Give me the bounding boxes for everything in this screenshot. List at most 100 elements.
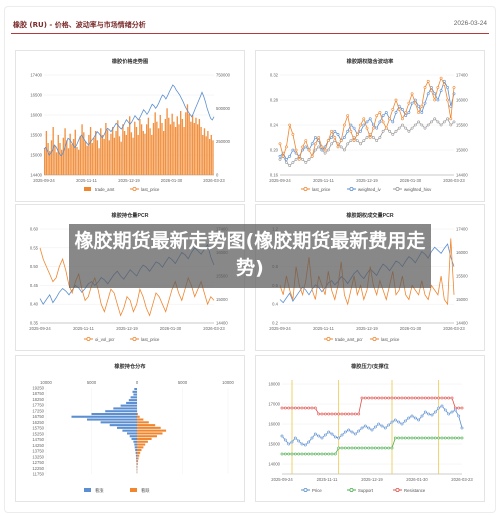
legend-label: oi_vol_pcr [95, 337, 115, 342]
x-tick-label: 2026-01-30 [160, 326, 182, 331]
data-point-weighted-hisv [388, 129, 392, 133]
data-point-last-price [420, 104, 424, 108]
bar-trade-amt [52, 127, 54, 175]
legend-marker [86, 336, 91, 341]
data-point-price [373, 425, 377, 429]
bar-put [137, 457, 139, 460]
data-point-resistance [457, 406, 461, 410]
header-rule [11, 33, 489, 34]
data-point-resistance [287, 406, 291, 410]
bar-put [137, 415, 140, 418]
bar-trade-amt [83, 132, 85, 175]
chart-panel-price-trend: 橡胶价格走势图 14400 15000 15500 16000 16500 17400 0 25… [15, 50, 245, 202]
legend-marker [132, 186, 137, 191]
data-point-last-price [426, 79, 430, 83]
data-point-price [280, 434, 284, 438]
bar-trade-amt [61, 149, 63, 175]
data-point-last-price [404, 111, 408, 114]
data-point-weighted-hisv [413, 123, 417, 127]
y-tick-label: 14000 [268, 462, 280, 467]
bar-put [137, 418, 144, 421]
data-point-resistance [440, 396, 444, 400]
dashboard-header: 橡胶 (RU) - 价格、波动率与市场情绪分析 2026-03-24 [11, 20, 489, 36]
data-point-support [373, 446, 377, 450]
bar-trade-amt [151, 135, 153, 175]
data-point-weighted-iv [310, 142, 314, 146]
data-point-weighted-iv [423, 101, 427, 105]
bar-call [132, 390, 137, 393]
data-point-support [397, 436, 401, 440]
data-point-resistance [400, 396, 404, 400]
data-point-price [403, 419, 407, 423]
data-point-last-price [413, 101, 417, 105]
data-point-price [297, 439, 301, 443]
y-tick-label: 16750 [32, 414, 44, 419]
data-point-resistance [363, 396, 367, 400]
data-point-price [367, 426, 371, 430]
bar-call [129, 435, 137, 438]
data-point-weighted-hisv [429, 120, 433, 124]
data-point-resistance [427, 396, 431, 400]
data-point-price [333, 435, 337, 439]
x-tick-label: 10000 [40, 380, 52, 385]
data-point-resistance [397, 396, 401, 400]
chart-title: 橡胶期权成交量PCR [346, 211, 394, 219]
data-point-last-price [429, 89, 433, 93]
bar-call [113, 407, 137, 410]
data-point-weighted-hisv [417, 120, 421, 124]
bar-trade-amt [154, 112, 156, 175]
data-point-weighted-hisv [372, 136, 375, 139]
bar-trade-amt [200, 127, 202, 175]
bar-trade-amt [98, 148, 100, 175]
bar-trade-amt [134, 121, 136, 175]
data-point-resistance [390, 396, 394, 400]
data-point-last-price [339, 139, 343, 143]
y2-tick-label: 15000 [216, 297, 228, 302]
data-point-price [433, 410, 437, 414]
chart-panel-implied-vol: 橡胶期权隐含波动率 0.16 0.20 0.24 0.28 0.32 14400 15000 1… [255, 50, 485, 202]
bar-trade-amt [174, 127, 177, 175]
y-tick-label: 0.40 [30, 302, 39, 307]
data-point-weighted-hisv [433, 117, 437, 121]
legend-marker [349, 487, 354, 492]
data-point-weighted-hisv [378, 136, 382, 139]
legend-marker [349, 186, 354, 191]
data-point-last-price [307, 148, 311, 152]
bar-trade-amt [64, 128, 66, 175]
bar-trade-amt [180, 111, 182, 175]
data-point-weighted-iv [336, 133, 340, 136]
data-point-weighted-hisv [452, 120, 456, 124]
y2-tick-label: 14400 [456, 321, 468, 326]
bar-call [128, 399, 137, 402]
data-point-resistance [393, 396, 397, 400]
data-point-resistance [343, 412, 347, 416]
data-point-support [360, 446, 364, 450]
data-point-resistance [443, 396, 447, 400]
bar-call [133, 440, 137, 443]
bar-trade-amt [202, 135, 204, 175]
y-tick-label: 16500 [30, 93, 42, 98]
overlay-title: 橡胶期货最新走势图(橡胶期货最新费用走势) [74, 230, 426, 279]
data-point-weighted-iv [333, 129, 337, 133]
bar-trade-amt [139, 119, 141, 175]
data-point-price [327, 430, 331, 434]
y-tick-label: 13750 [32, 449, 44, 454]
data-point-last-price [394, 98, 398, 102]
data-point-support [370, 446, 374, 450]
data-point-resistance [290, 406, 294, 410]
data-point-last-price [330, 129, 334, 133]
data-point-weighted-iv [291, 148, 295, 152]
y-tick-label: 19250 [32, 386, 44, 391]
data-point-price [340, 433, 344, 437]
bar-trade-amt [195, 117, 197, 175]
data-point-support [330, 452, 334, 456]
data-point-weighted-hisv [349, 139, 353, 143]
data-point-last-price [317, 136, 321, 139]
data-point-resistance [307, 406, 311, 410]
bar-put [137, 451, 141, 454]
data-point-price [323, 433, 327, 437]
bar-trade-amt [191, 115, 194, 175]
bar-call [126, 401, 137, 404]
data-point-support [280, 452, 284, 456]
bar-trade-amt [69, 133, 71, 175]
